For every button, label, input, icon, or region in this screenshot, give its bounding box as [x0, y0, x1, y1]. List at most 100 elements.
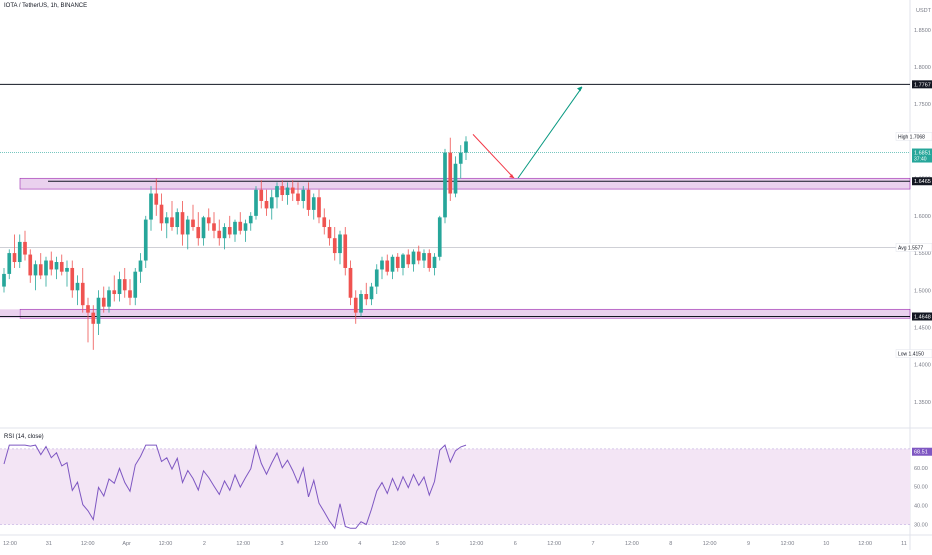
- price-level-tag-text: 1.7767: [914, 82, 931, 88]
- candle-body: [385, 260, 390, 272]
- candle-body: [306, 189, 311, 210]
- time-tick-label: 2: [203, 541, 206, 547]
- stat-label-text: Avg 1.5577: [898, 245, 923, 251]
- candle-body: [395, 256, 400, 268]
- rsi-label: RSI (14, close): [4, 434, 44, 440]
- rsi-tick-label: 40.00: [914, 504, 928, 510]
- price-tick-label: 1.8500: [914, 28, 931, 34]
- candle-body: [2, 273, 6, 287]
- time-tick-label: 7: [592, 541, 595, 547]
- candle-body: [54, 262, 59, 270]
- time-tick-label: 8: [669, 541, 672, 547]
- time-tick-label: Apr: [122, 541, 131, 547]
- candle-countdown: 37:40: [914, 157, 927, 163]
- candle-body: [143, 219, 148, 261]
- projection-up-arrow[interactable]: [517, 87, 583, 179]
- symbol-title: IOTA / TetherUS, 1h, BINANCE: [4, 3, 88, 9]
- price-tick-label: 1.4500: [914, 326, 931, 332]
- candle-body: [443, 152, 447, 218]
- candle-body: [464, 141, 468, 153]
- candle-body: [133, 271, 138, 298]
- time-tick-label: 12:00: [236, 541, 250, 547]
- price-tick-label: 1.4000: [914, 363, 931, 369]
- candle-body: [23, 241, 27, 255]
- candle-body: [311, 197, 316, 210]
- time-tick-label: 12:00: [547, 541, 561, 547]
- candle-body: [359, 294, 363, 313]
- candle-body: [91, 312, 96, 324]
- candle-body: [416, 251, 421, 261]
- time-tick-label: 12:00: [392, 541, 406, 547]
- stat-label-text: Low 1.4150: [898, 352, 924, 358]
- time-tick-label: 12:00: [703, 541, 717, 547]
- candle-body: [70, 267, 75, 291]
- projection-down-arrowhead: [509, 174, 514, 179]
- candle-body: [212, 223, 216, 231]
- candle-body: [49, 260, 54, 270]
- time-tick-label: 10: [823, 541, 829, 547]
- candle-body: [196, 227, 201, 239]
- time-tick-label: 12:00: [314, 541, 328, 547]
- candle-body: [332, 238, 337, 254]
- time-tick-label: 31: [46, 541, 52, 547]
- support-zone-left-extension: [0, 309, 20, 319]
- candle-body: [422, 253, 426, 261]
- candle-body: [390, 256, 395, 272]
- rsi-band: [0, 448, 910, 525]
- candle-body: [170, 217, 174, 228]
- rsi-tick-label: 50.00: [914, 485, 928, 491]
- price-tick-label: 1.3500: [914, 400, 931, 406]
- candle-body: [217, 230, 222, 239]
- candle-body: [17, 241, 22, 263]
- price-tick-label: 1.6000: [914, 214, 931, 220]
- rsi-line: [3, 443, 467, 530]
- candle-body: [107, 290, 111, 307]
- price-tick-label: 1.5000: [914, 288, 931, 294]
- candle-body: [149, 193, 153, 220]
- current-price-value: 1.6851: [914, 151, 931, 157]
- time-tick-label: 5: [436, 541, 439, 547]
- support-resistance-zone[interactable]: [19, 177, 911, 190]
- candle-body: [227, 227, 232, 235]
- candle-body: [348, 267, 353, 298]
- candle-body: [259, 189, 264, 201]
- candle-body: [264, 200, 269, 209]
- candle-body: [101, 297, 106, 307]
- candle-body: [38, 264, 43, 276]
- price-level-tag: [912, 80, 932, 89]
- candle-body: [369, 286, 374, 300]
- candle-body: [191, 219, 195, 228]
- candle-body: [364, 294, 369, 300]
- candle-body: [59, 262, 64, 272]
- price-level-tag: [912, 177, 932, 186]
- candle-body: [437, 217, 442, 257]
- candle-body: [353, 297, 358, 313]
- time-tick-label: 12:00: [470, 541, 484, 547]
- price-tick-label: 1.7500: [914, 102, 931, 108]
- candle-body: [201, 217, 206, 239]
- candle-body: [96, 297, 101, 324]
- price-tick-label: 1.5500: [914, 251, 931, 257]
- time-tick-label: 6: [514, 541, 517, 547]
- candle-body: [238, 221, 243, 231]
- candle-body: [80, 282, 85, 306]
- candle-body: [122, 279, 127, 291]
- stat-label-box: [895, 243, 932, 252]
- time-tick-label: 12:00: [159, 541, 173, 547]
- time-tick-label: 11: [901, 541, 907, 547]
- candle-body: [301, 189, 306, 201]
- candle-body: [432, 256, 437, 268]
- candle-body: [406, 254, 411, 265]
- projection-down-arrow[interactable]: [472, 134, 515, 179]
- candle-body: [154, 193, 159, 205]
- stat-label-text: High 1.7068: [898, 134, 925, 140]
- time-tick-label: 3: [281, 541, 284, 547]
- projection-up-arrowhead: [577, 86, 582, 92]
- candle-body: [411, 251, 416, 265]
- price-level-tag-text: 1.6465: [914, 179, 931, 185]
- candle-body: [112, 290, 117, 295]
- candle-body: [343, 234, 348, 268]
- candle-body: [185, 219, 190, 235]
